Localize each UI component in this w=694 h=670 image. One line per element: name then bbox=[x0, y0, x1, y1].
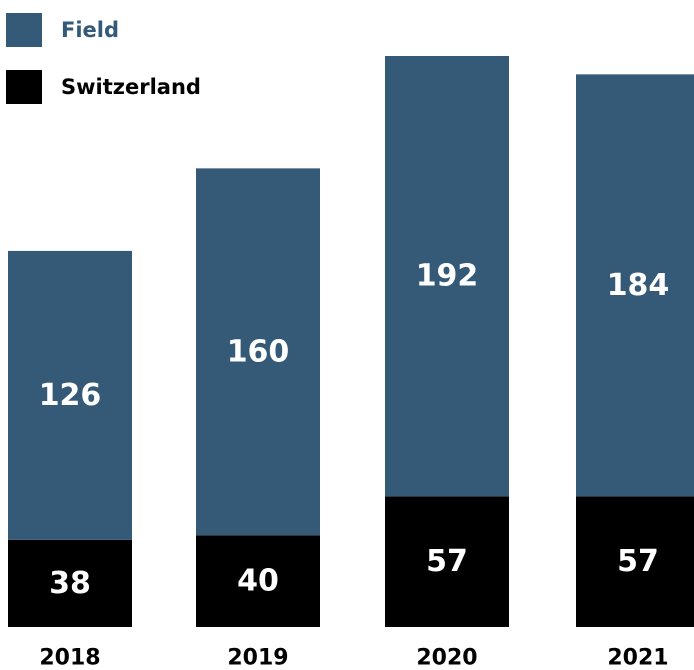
legend-label-switzerland: Switzerland bbox=[61, 75, 201, 99]
bar-switzerland-2020 bbox=[385, 496, 509, 627]
legend-swatch-field bbox=[6, 13, 42, 47]
data-label-field-2018: 126 bbox=[39, 378, 102, 413]
bar-field-2021 bbox=[576, 74, 694, 497]
data-label-switzerland-2021: 57 bbox=[617, 544, 659, 579]
bar-switzerland-2018 bbox=[8, 539, 132, 627]
legend-item-field: Field bbox=[6, 12, 119, 48]
data-label-switzerland-2020: 57 bbox=[426, 544, 468, 579]
bar-switzerland-2021 bbox=[576, 496, 694, 627]
bar-field-2020 bbox=[385, 56, 509, 497]
x-tick-label-2021: 2021 bbox=[607, 646, 668, 670]
data-label-switzerland-2018: 38 bbox=[49, 566, 91, 601]
x-tick-label-2020: 2020 bbox=[416, 646, 477, 670]
x-tick-label-2018: 2018 bbox=[39, 646, 100, 670]
data-label-field-2020: 192 bbox=[416, 259, 479, 294]
bar-field-2019 bbox=[196, 168, 320, 536]
bar-switzerland-2019 bbox=[196, 535, 320, 627]
data-label-field-2019: 160 bbox=[227, 334, 290, 369]
data-label-field-2021: 184 bbox=[607, 268, 670, 303]
x-tick-label-2019: 2019 bbox=[227, 646, 288, 670]
legend-swatch-switzerland bbox=[6, 70, 42, 104]
legend-item-switzerland: Switzerland bbox=[6, 69, 201, 105]
bar-field-2018 bbox=[8, 250, 132, 540]
legend-label-field: Field bbox=[61, 18, 120, 42]
data-label-switzerland-2019: 40 bbox=[237, 564, 279, 599]
